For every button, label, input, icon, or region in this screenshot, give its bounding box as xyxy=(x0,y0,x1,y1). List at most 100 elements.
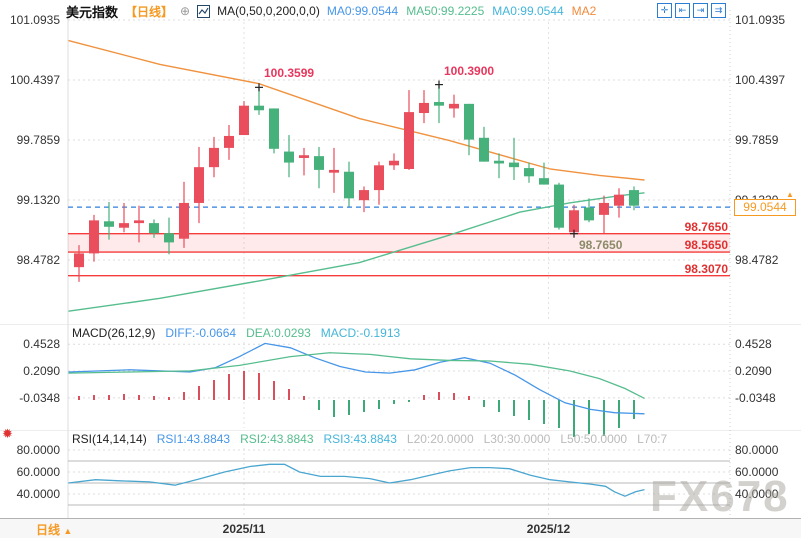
candle-body xyxy=(569,210,579,233)
candle-body xyxy=(284,151,294,163)
ma-legend-item: MA0:99.0544 xyxy=(326,4,399,18)
current-price-tag: 99.0544 xyxy=(734,199,796,217)
candle-body xyxy=(374,165,384,191)
ma-legend-item: MA50:99.2225 xyxy=(406,4,485,18)
candle-body xyxy=(494,160,504,164)
indicator-legend-item: DEA:0.0293 xyxy=(246,326,311,340)
candle-body xyxy=(329,169,339,173)
candle-body xyxy=(584,207,594,221)
price-axis-label-left: 98.4782 xyxy=(16,252,60,267)
candle-body xyxy=(509,162,519,168)
macd-axis-label-left: -0.0348 xyxy=(19,390,60,405)
candle-body xyxy=(524,168,534,177)
candle-body xyxy=(164,233,174,243)
panel-divider xyxy=(0,430,801,431)
candle-body xyxy=(404,112,414,169)
ma-legend: MA0:99.0544 MA50:99.2225 MA0:99.0544 MA2 xyxy=(327,4,605,18)
indicator-legend-item: L50:50.0000 xyxy=(560,432,628,446)
rsi-axis-label-left: 80.0000 xyxy=(16,443,60,457)
candle-body xyxy=(224,135,234,148)
support-price-label: 98.5650 xyxy=(684,238,728,253)
support-band xyxy=(68,233,730,253)
price-axis-label-right: 100.4397 xyxy=(735,73,786,88)
price-axis-label-right: 99.7859 xyxy=(735,133,779,147)
candle-body xyxy=(554,184,564,228)
macd-header: MACD(26,12,9) DIFF:-0.0664 DEA:0.0293 MACD:… xyxy=(72,326,728,340)
pan-icon[interactable]: ✛ xyxy=(657,3,672,18)
candle-body xyxy=(239,105,249,136)
ma-chart-icon xyxy=(197,4,211,18)
candle-body xyxy=(464,103,474,140)
candle-body xyxy=(299,155,309,158)
indicator-legend-item: MACD(26,12,9) xyxy=(72,326,156,340)
zoom-y-axis-icon[interactable]: ⇤ xyxy=(675,3,690,18)
date-label: 2025/11 xyxy=(222,522,266,536)
macd-axis-label-left: 0.4528 xyxy=(23,337,60,352)
price-axis-label-right: 98.4782 xyxy=(735,252,779,267)
indicator-legend-item: DIFF:-0.0664 xyxy=(165,326,237,340)
candle-body xyxy=(479,137,489,162)
rsi-axis-label-right: 80.0000 xyxy=(735,443,779,457)
ma-legend-item: MA2 xyxy=(571,4,597,18)
period-label: 日线 xyxy=(36,523,61,537)
candle-body xyxy=(254,105,264,111)
ma-legend-item: MA0:99.0544 xyxy=(492,4,564,18)
candle-body xyxy=(179,202,189,239)
rsi-line xyxy=(68,463,645,497)
chart-toolbar: ✛ ⇤ ⇥ ⇉ xyxy=(657,3,726,18)
add-indicator-icon[interactable]: ⊕ xyxy=(180,4,191,18)
period-selector[interactable]: 日线 ▲ xyxy=(36,521,72,538)
macd-axis-label-right: 0.2090 xyxy=(735,364,772,378)
chart-header: 美元指数 【日线】 ⊕ MA(0,50,0,200,0,0) MA0:99.05… xyxy=(66,1,604,21)
candle-body xyxy=(434,102,444,106)
candle-body xyxy=(539,178,549,185)
candle-body xyxy=(419,102,429,114)
rsi-axis-label-right: 60.0000 xyxy=(735,465,779,479)
price-axis-label-left: 99.1320 xyxy=(16,193,60,207)
extreme-price-label: 100.3599 xyxy=(264,66,315,81)
indicator-legend-item: L30:30.0000 xyxy=(483,432,551,446)
candle-body xyxy=(134,220,144,224)
scroll-right-icon[interactable]: ⇉ xyxy=(711,3,726,18)
alert-burst-icon[interactable]: ✹ xyxy=(2,426,13,441)
indicator-legend-item: RSI(14,14,14) xyxy=(72,432,147,446)
zoom-x-axis-icon[interactable]: ⇥ xyxy=(693,3,708,18)
candle-body xyxy=(314,156,324,170)
macd-dea-line xyxy=(68,352,645,399)
indicator-legend-item: MACD:-0.1913 xyxy=(320,326,401,340)
panel-divider xyxy=(0,324,801,325)
rsi-axis-label-right: 40.0000 xyxy=(735,487,779,501)
price-axis-label-left: 100.4397 xyxy=(9,73,60,88)
macd-axis-label-left: 0.2090 xyxy=(23,364,60,378)
candle-body xyxy=(209,147,219,168)
candle-body xyxy=(359,190,369,201)
price-axis-label-left: 99.7859 xyxy=(16,133,60,147)
candle-body xyxy=(104,221,114,227)
rsi-axis-label-left: 60.0000 xyxy=(16,465,60,479)
triangle-up-icon: ▲ xyxy=(63,526,73,536)
time-axis-strip xyxy=(0,518,801,538)
indicator-legend-item: L70:7 xyxy=(637,432,668,446)
indicator-legend-item: RSI1:43.8843 xyxy=(156,432,231,446)
candle-body xyxy=(194,167,204,203)
candle-body xyxy=(119,223,129,228)
macd-axis-label-right: -0.0348 xyxy=(735,390,776,405)
candle-body xyxy=(89,220,99,254)
support-price-label: 98.7650 xyxy=(684,219,728,234)
date-label: 2025/12 xyxy=(526,522,571,536)
support-price-label: 98.3070 xyxy=(684,261,728,276)
indicator-legend-item: RSI2:43.8843 xyxy=(240,432,314,446)
candle-body xyxy=(149,223,159,234)
ma-settings-label[interactable]: MA(0,50,0,200,0,0) xyxy=(217,4,320,18)
rsi-header: RSI(14,14,14) RSI1:43.8843 RSI2:43.8843 RSI… xyxy=(72,432,728,446)
candle-body xyxy=(614,194,624,206)
period-tag: 【日线】 xyxy=(125,4,174,19)
candle-body xyxy=(389,160,399,166)
candle-body xyxy=(449,103,459,109)
extreme-price-label: 100.3900 xyxy=(444,63,495,78)
price-up-arrow-icon: ▲ xyxy=(786,190,794,200)
extreme-price-label: 98.7650 xyxy=(579,237,623,252)
indicator-legend-item: RSI3:43.8843 xyxy=(323,432,397,446)
